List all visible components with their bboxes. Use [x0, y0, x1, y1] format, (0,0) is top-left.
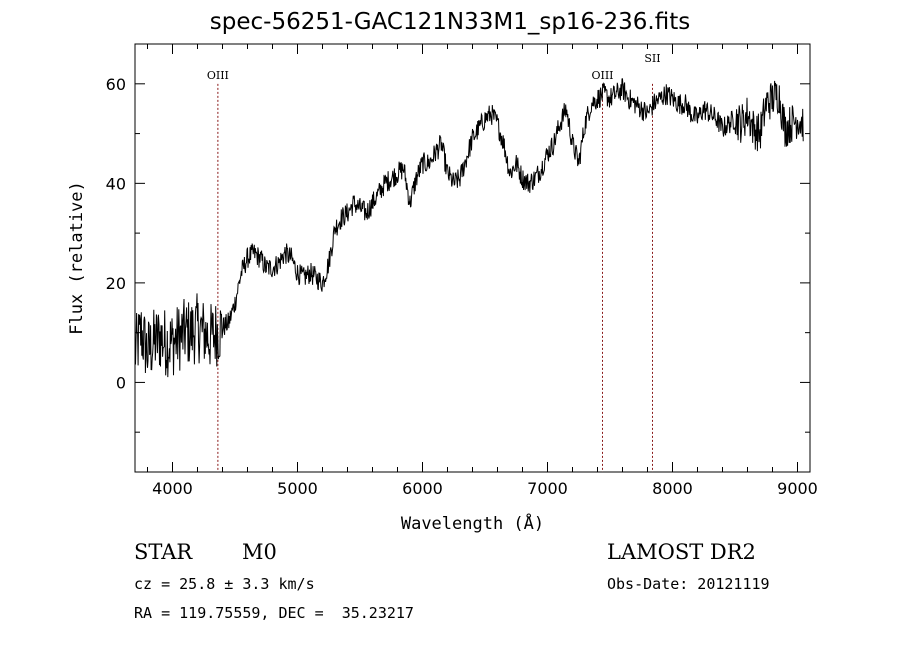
x-tick-label: 4000 — [152, 479, 193, 498]
plot-frame — [134, 43, 811, 473]
chart-title: spec-56251-GAC121N33M1_sp16-236.fits — [209, 9, 691, 35]
coordinates: RA = 119.75559, DEC = 35.23217 — [134, 604, 414, 622]
object-subclass: M0 — [242, 540, 277, 564]
emission-line-label: OIII — [591, 69, 613, 82]
redshift-cz: cz = 25.8 ± 3.3 km/s — [134, 575, 315, 593]
y-tick-label: 20 — [106, 274, 126, 293]
x-axis-label: Wavelength (Å) — [401, 512, 544, 534]
x-tick-label: 5000 — [277, 479, 318, 498]
y-tick-label: 40 — [106, 174, 126, 193]
y-axis-label: Flux (relative) — [67, 181, 87, 335]
emission-line-label: OIII — [207, 69, 229, 82]
x-tick-label: 6000 — [402, 479, 443, 498]
y-tick-label: 0 — [116, 373, 126, 392]
y-tick-label: 60 — [106, 75, 126, 94]
x-tick-label: 7000 — [527, 479, 568, 498]
object-class: STAR — [134, 540, 193, 564]
observation-date: Obs-Date: 20121119 — [607, 575, 770, 593]
x-tick-label: 8000 — [652, 479, 693, 498]
spectrum-line — [134, 78, 804, 378]
emission-line-label: SII — [644, 52, 660, 65]
x-tick-label: 9000 — [777, 479, 818, 498]
survey-name: LAMOST DR2 — [607, 540, 756, 564]
